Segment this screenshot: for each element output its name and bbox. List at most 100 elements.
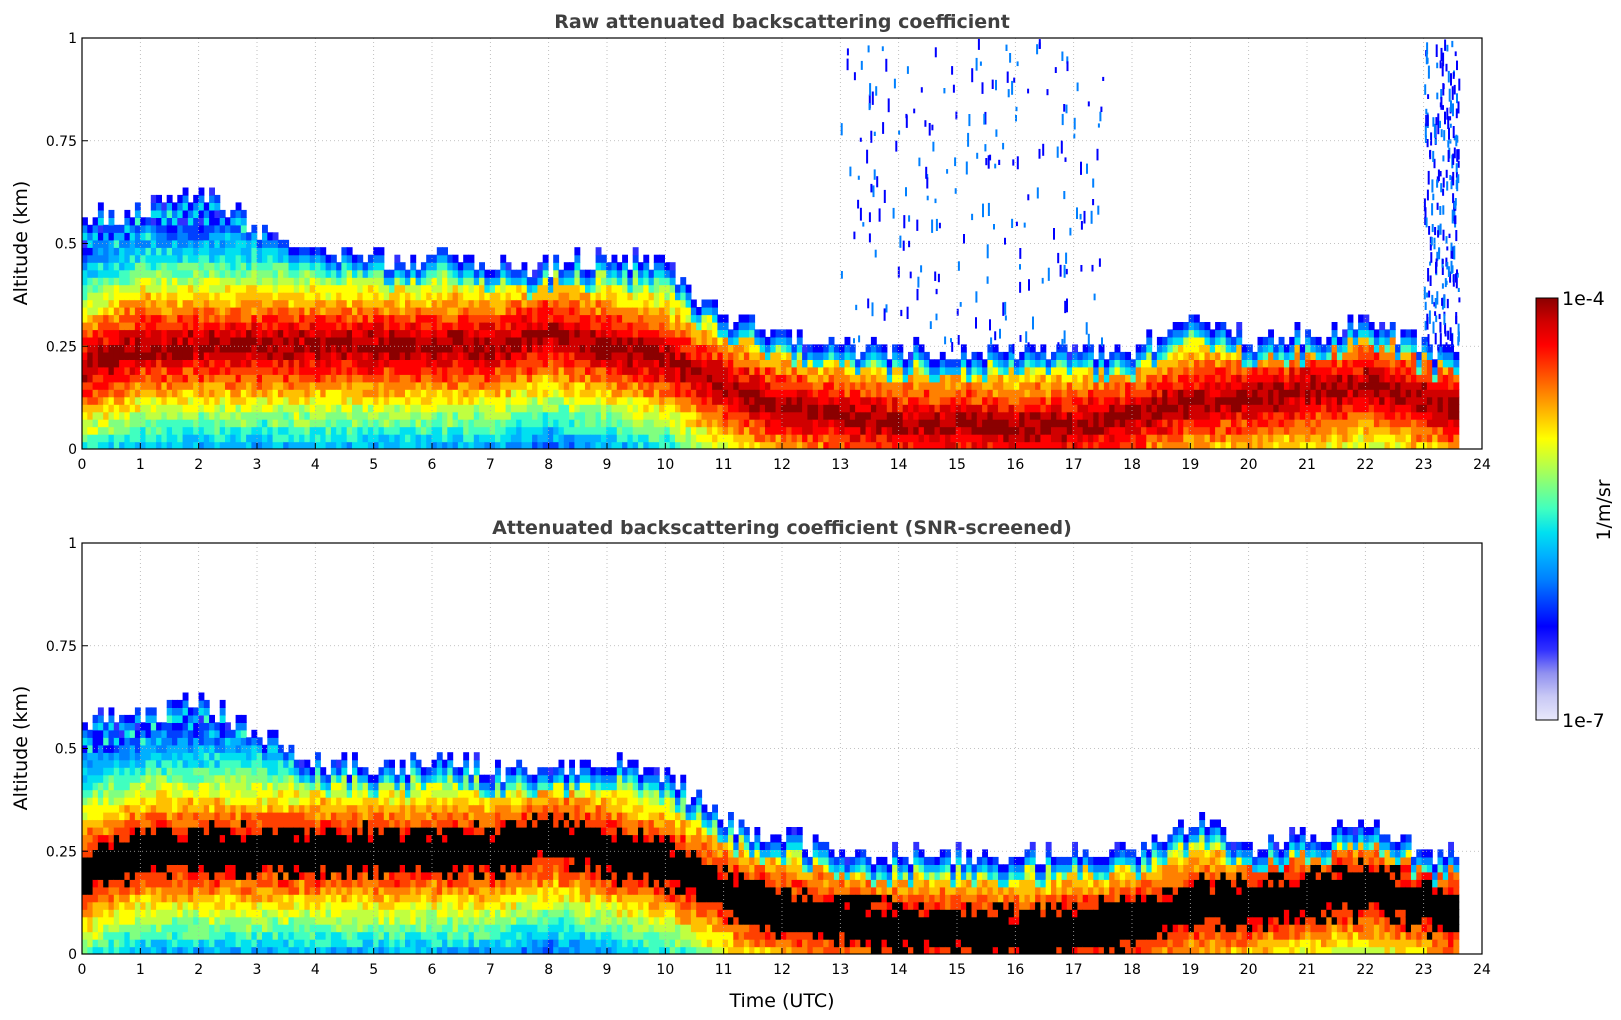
heatmap-cell xyxy=(193,269,200,278)
heatmap-cell xyxy=(600,254,607,263)
heatmap-cell xyxy=(1289,411,1296,420)
heatmap-cell xyxy=(140,359,147,368)
heatmap-cell xyxy=(1241,381,1248,390)
heatmap-cell xyxy=(473,434,480,443)
heatmap-cell xyxy=(124,366,131,375)
heatmap-cell xyxy=(124,359,131,368)
heatmap-cell xyxy=(712,366,718,375)
heatmap-cell xyxy=(293,411,300,420)
heatmap-cell xyxy=(1035,396,1041,405)
heatmap-cell xyxy=(717,381,724,390)
heatmap-cell xyxy=(1135,411,1142,420)
heatmap-cell xyxy=(982,374,988,383)
heatmap-cell xyxy=(426,336,433,345)
heatmap-cell xyxy=(1178,374,1184,383)
heatmap-cell xyxy=(405,336,411,345)
heatmap-cell xyxy=(606,269,613,278)
heatmap-cell xyxy=(479,322,485,331)
heatmap-cell xyxy=(214,329,221,338)
heatmap-cell xyxy=(256,404,263,413)
heatmap-cell xyxy=(971,441,978,449)
heatmap-cell xyxy=(579,381,586,390)
heatmap-cell xyxy=(336,269,343,278)
heatmap-cell xyxy=(516,396,523,405)
heatmap-cell xyxy=(908,381,914,390)
heatmap-cell xyxy=(1331,389,1338,398)
heatmap-cell xyxy=(1183,366,1190,375)
heatmap-cell xyxy=(547,277,554,286)
heatmap-cell xyxy=(500,254,507,263)
heatmap-cell xyxy=(203,217,210,226)
heatmap-cell xyxy=(1215,366,1221,375)
heatmap-cell xyxy=(923,396,930,405)
heatmap-cell xyxy=(203,329,210,338)
heatmap-cell xyxy=(638,336,644,345)
heatmap-cell xyxy=(780,344,787,353)
heatmap-cell xyxy=(309,322,316,331)
heatmap-cell xyxy=(1188,396,1195,405)
heatmap-cell xyxy=(1141,351,1147,360)
heatmap-cell xyxy=(516,351,523,360)
heatmap-cell xyxy=(246,269,252,278)
heatmap-cell xyxy=(521,381,528,390)
heatmap-cell xyxy=(166,194,173,203)
heatmap-cell xyxy=(1162,374,1169,383)
heatmap-cell xyxy=(230,292,237,301)
heatmap-cell xyxy=(1241,396,1248,405)
heatmap-cell xyxy=(563,336,570,345)
heatmap-cell xyxy=(1008,426,1015,435)
heatmap-cell xyxy=(786,419,793,428)
heatmap-cell xyxy=(214,254,221,263)
heatmap-cell xyxy=(267,247,274,256)
heatmap-cell xyxy=(431,336,438,345)
heatmap-cell xyxy=(1246,359,1253,368)
heatmap-cell xyxy=(563,269,570,278)
heatmap-cell xyxy=(1135,404,1142,413)
heatmap-cell xyxy=(690,426,697,435)
heatmap-cell xyxy=(246,419,252,428)
heatmap-cell xyxy=(362,381,369,390)
heatmap-cell xyxy=(516,336,523,345)
heatmap-cell xyxy=(712,336,718,345)
heatmap-cell xyxy=(108,411,115,420)
heatmap-cell xyxy=(1151,411,1158,420)
heatmap-cell xyxy=(897,419,904,428)
heatmap-cell xyxy=(1056,359,1063,368)
heatmap-cell xyxy=(532,389,538,398)
heatmap-cell xyxy=(1135,344,1142,353)
heatmap-cell xyxy=(918,419,925,428)
heatmap-cell xyxy=(648,426,655,435)
heatmap-cell xyxy=(230,232,237,241)
heatmap-cell xyxy=(505,434,512,443)
heatmap-cell xyxy=(733,344,740,353)
heatmap-cell xyxy=(643,359,650,368)
heatmap-cell xyxy=(362,336,369,345)
heatmap-cell xyxy=(690,307,697,316)
heatmap-cell xyxy=(622,277,628,286)
heatmap-cell xyxy=(632,344,639,353)
heatmap-cell xyxy=(542,269,549,278)
heatmap-cell xyxy=(844,344,851,353)
heatmap-cell xyxy=(304,247,311,256)
heatmap-cell xyxy=(473,329,480,338)
heatmap-cell xyxy=(590,381,597,390)
heatmap-cell xyxy=(330,351,337,360)
heatmap-cell xyxy=(1231,359,1237,368)
heatmap-cell xyxy=(738,344,745,353)
heatmap-cell xyxy=(182,292,189,301)
heatmap-cell xyxy=(473,426,480,435)
heatmap-cell xyxy=(505,411,512,420)
heatmap-cell xyxy=(728,419,734,428)
heatmap-cell xyxy=(939,389,946,398)
heatmap-cell xyxy=(113,247,120,256)
heatmap-cell xyxy=(526,411,533,420)
heatmap-cell xyxy=(516,299,523,308)
heatmap-cell xyxy=(976,426,983,435)
heatmap-cell xyxy=(1040,411,1047,420)
heatmap-cell xyxy=(256,426,263,435)
heatmap-cell xyxy=(1098,351,1105,360)
heatmap-cell xyxy=(1156,426,1163,435)
heatmap-cell xyxy=(770,396,777,405)
heatmap-cell xyxy=(187,292,194,301)
heatmap-cell xyxy=(495,307,501,316)
